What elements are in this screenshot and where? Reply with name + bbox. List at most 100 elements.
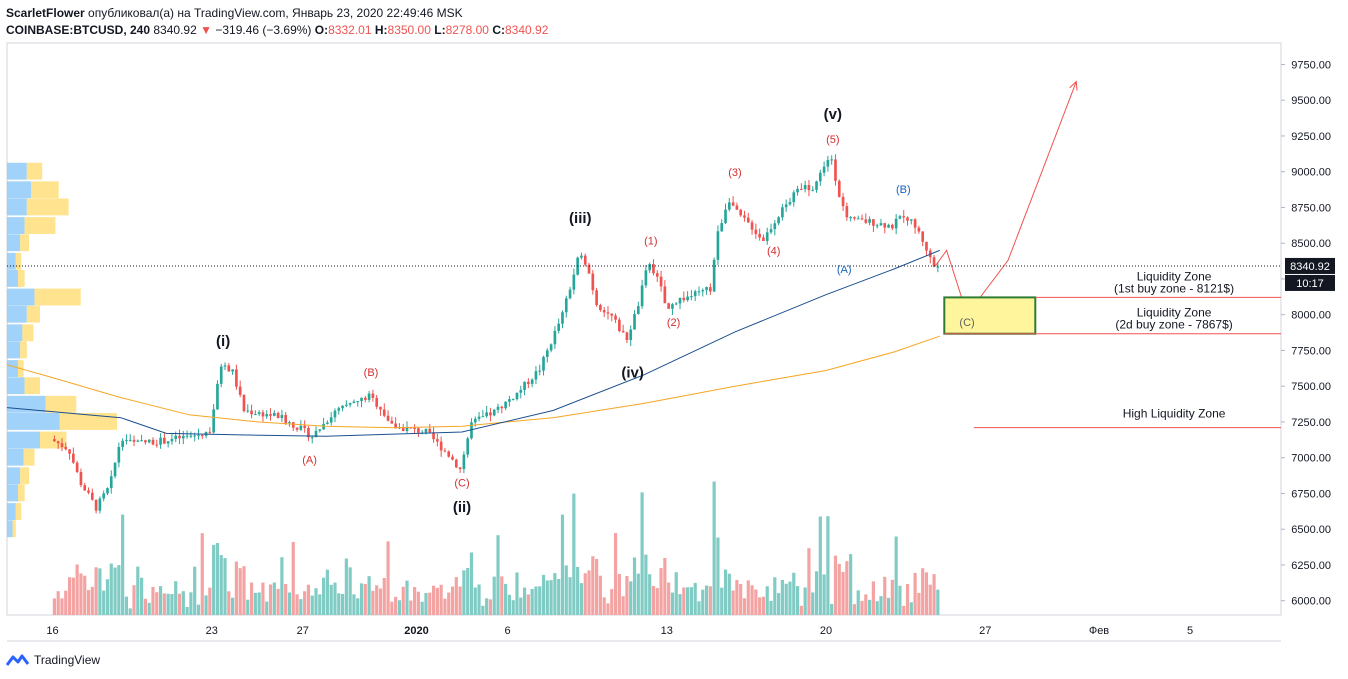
volume-bar [583,573,587,615]
volume-bar [413,587,417,615]
moving-average-slow [6,335,940,429]
volume-bar [909,602,913,615]
volume-bar [883,576,887,615]
volume-bar [917,592,921,615]
volume-bar [234,561,238,615]
volume-profile-bar-up [7,341,21,359]
candle-body [872,219,875,226]
volume-bar [352,594,356,615]
plot-frame [6,42,1282,616]
candle-body [223,365,227,367]
candle-body [371,393,375,398]
candle-body [424,428,428,433]
candle-body [261,412,265,417]
volume-bar [936,589,940,615]
candle-body [68,449,71,454]
candle-body [667,303,670,309]
candle-body [891,224,894,229]
volume-bar [557,579,561,615]
volume-bar [667,582,671,615]
volume-bar [481,605,485,615]
candle-body [925,241,928,251]
volume-bar [670,592,675,615]
candle-body [174,435,178,439]
candle-body [739,209,743,216]
volume-bar [686,587,690,615]
publish-info: опубликовал(а) на TradingView.com, Январ… [88,6,463,20]
candle-body [405,427,409,432]
candle-body [758,233,761,238]
volume-bar [795,586,800,615]
brand-text: TradingView [34,653,101,667]
volume-bar [833,555,838,615]
volume-bar [314,588,318,615]
volume-profile-bar-up [7,377,25,395]
volume-bar [189,592,193,615]
volume-bar [325,569,329,615]
candle-body [678,297,682,304]
candle-body [750,222,754,230]
volume-profile-bar-down [24,377,40,395]
candle-body [674,303,678,305]
candle-body [921,231,925,242]
volume-bar [879,596,883,615]
candle-body [212,409,215,433]
candle-body [606,312,610,314]
volume-bar [416,591,420,615]
candle-body [197,435,200,437]
candle-body [875,225,879,227]
symbol-label[interactable]: COINBASE:BTCUSD, 240 [6,23,151,37]
volume-profile-bar-up [7,288,35,306]
candle-body [618,319,621,331]
volume-bars [52,481,940,615]
volume-bar [94,567,98,615]
candle-body [519,389,523,393]
volume-bar [333,582,337,615]
volume-bar [439,584,443,615]
candle-body [329,417,333,423]
candle-body [561,312,564,324]
volume-bar [147,602,151,615]
volume-bar [299,599,303,615]
volume-profile-bar-up [7,413,60,430]
buy-zone-box [943,296,1037,335]
candle-body [644,270,648,286]
volume-bar [606,603,610,615]
publish-line: ScarletFlower опубликовал(а) на TradingV… [6,5,548,22]
volume-bar [431,585,436,615]
volume-bar [109,563,113,615]
author-name[interactable]: ScarletFlower [6,6,85,20]
candle-body [735,205,739,210]
candle-body [265,414,269,417]
tradingview-logo-icon [6,654,30,666]
wave-label: (3) [728,167,741,179]
candle-body [443,450,447,452]
volume-bar [204,595,208,615]
candle-body [94,499,98,511]
candle-body [447,451,451,457]
volume-bar [591,556,595,615]
countdown-text: 10:17 [1296,278,1324,290]
volume-bar [268,584,273,615]
volume-bar [151,586,155,615]
volume-bar [246,599,250,615]
candle-body [640,285,644,307]
candle-body [109,476,113,489]
tradingview-brand[interactable]: TradingView [6,652,100,668]
y-tick-label: 9250.00 [1291,131,1331,143]
candle-body [811,189,815,191]
volume-bar [761,596,766,615]
candle-body [390,420,394,424]
candle-body [102,493,106,499]
volume-bar [564,565,568,615]
candle-body [481,416,485,418]
volume-bar [704,585,709,615]
candle-body [159,437,162,445]
volume-bar [549,580,553,615]
volume-bar [932,574,936,615]
candle-body [822,166,826,173]
candle-body [906,217,909,221]
candle-body [326,422,329,424]
candle-body [254,414,257,416]
